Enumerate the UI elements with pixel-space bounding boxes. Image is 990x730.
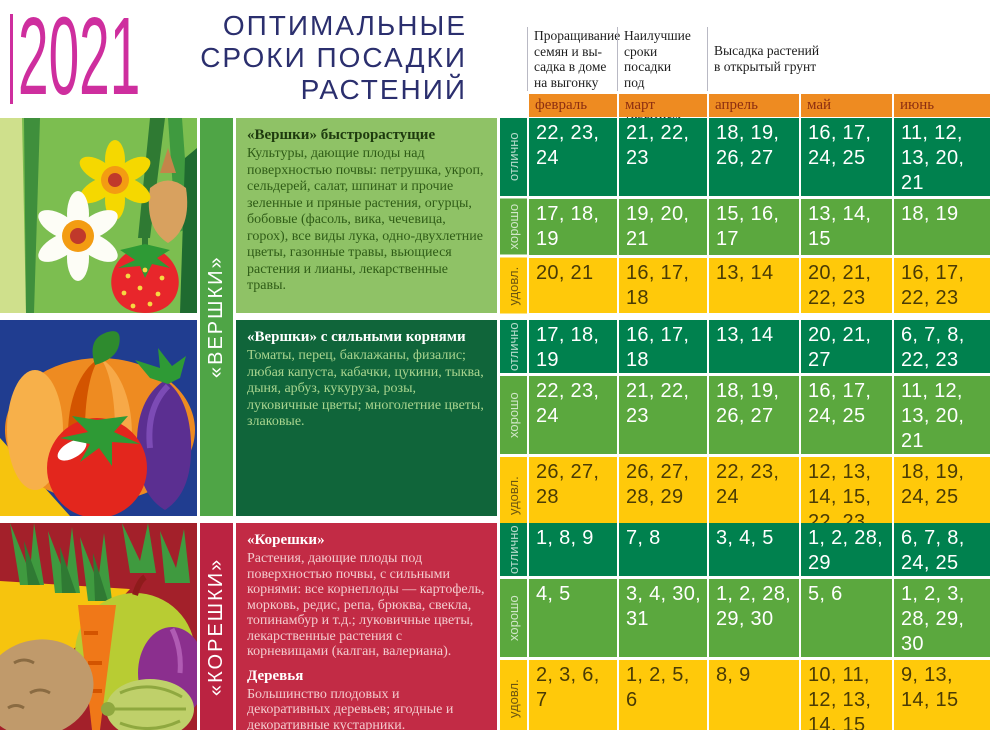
dates-cell: 10, 11, 12, 13, 14, 15 (801, 660, 892, 730)
dates-cell: 3, 4, 30, 31 (619, 579, 707, 657)
table-row: отлично 17, 18, 19 16, 17, 18 13, 14 20,… (500, 320, 990, 373)
dates-cell: 16, 17, 18 (619, 320, 707, 373)
grade-label-fair: удовл. (500, 257, 527, 313)
illustration-daffodils-strawberry (0, 118, 197, 313)
month-may: май (801, 94, 892, 117)
dates-cell: 18, 19 (894, 199, 990, 255)
table-row: удовл. 2, 3, 6, 7 1, 2, 5, 6 8, 9 10, 11… (500, 660, 990, 730)
table-section-tops-strong-roots: отлично 17, 18, 19 16, 17, 18 13, 14 20,… (500, 320, 990, 535)
title-line-3: РАСТЕНИЙ (300, 74, 467, 105)
section-body: Томаты, перец, баклажаны, физалис; любая… (247, 348, 484, 429)
section-body: Растения, дающие плоды под поверхностью … (247, 551, 485, 659)
dates-cell: 22, 23, 24 (709, 457, 799, 535)
dates-cell: 26, 27, 28 (529, 457, 617, 535)
dates-cell: 18, 19, 24, 25 (894, 457, 990, 535)
legend: Проращивание семян и вы- садка в доме на… (527, 27, 917, 121)
dates-cell: 20, 21, 22, 23 (801, 257, 892, 313)
section-body: Культуры, дающие плоды над поверхностью … (247, 146, 484, 293)
dates-cell: 13, 14 (709, 320, 799, 373)
legend-open-ground: Высадка растений в открытый грунт (707, 27, 917, 91)
dates-cell: 1, 8, 9 (529, 523, 617, 576)
dates-cell: 16, 17, 24, 25 (801, 376, 892, 454)
dates-cell: 5, 6 (801, 579, 892, 657)
dates-cell: 20, 21 (529, 257, 617, 313)
dates-cell: 13, 14, 15 (801, 199, 892, 255)
dates-cell: 1, 2, 3, 28, 29, 30 (894, 579, 990, 657)
dates-cell: 1, 2, 28, 29, 30 (709, 579, 799, 657)
section-heading: «Корешки» (247, 532, 325, 548)
dates-cell: 17, 18, 19 (529, 199, 617, 255)
grade-label-excellent: отлично (500, 320, 527, 373)
dates-cell: 7, 8 (619, 523, 707, 576)
dates-cell: 15, 16, 17 (709, 199, 799, 255)
month-june: июнь (894, 94, 990, 117)
grade-label-good: хорошо (500, 376, 527, 454)
title-line-2: СРОКИ ПОСАДКИ (200, 42, 467, 73)
dates-cell: 16, 17, 18 (619, 257, 707, 313)
table-row: хорошо 17, 18, 19 19, 20, 21 15, 16, 17 … (500, 199, 990, 255)
year: 2021 (18, 0, 141, 118)
dates-cell: 1, 2, 28, 29 (801, 523, 892, 576)
dates-cell: 3, 4, 5 (709, 523, 799, 576)
dates-cell: 19, 20, 21 (619, 199, 707, 255)
table-row: удовл. 26, 27, 28 26, 27, 28, 29 22, 23,… (500, 457, 990, 535)
section-heading: «Вершки» быстрорастущие (247, 127, 436, 143)
dates-cell: 6, 7, 8, 24, 25 (894, 523, 990, 576)
page-title: ОПТИМАЛЬНЫЕ СРОКИ ПОСАДКИ РАСТЕНИЙ (155, 10, 467, 106)
section-heading: «Вершки» с сильными корнями (247, 329, 466, 345)
table-row: хорошо 22, 23, 24 21, 22, 23 18, 19, 26,… (500, 376, 990, 454)
section-tops-strong-roots-description: «Вершки» с сильными корнями Томаты, пере… (236, 320, 497, 516)
illustration-root-vegetables (0, 523, 197, 730)
dates-cell: 11, 12, 13, 20, 21 (894, 118, 990, 196)
table-row: отлично 1, 8, 9 7, 8 3, 4, 5 1, 2, 28, 2… (500, 523, 990, 576)
month-header-row: февраль март апрель май июнь (529, 94, 990, 117)
dates-cell: 6, 7, 8, 22, 23 (894, 320, 990, 373)
illustration-pumpkin-eggplant-tomato (0, 320, 197, 516)
table-section-roots: отлично 1, 8, 9 7, 8 3, 4, 5 1, 2, 28, 2… (500, 523, 990, 730)
dates-cell: 1, 2, 5, 6 (619, 660, 707, 730)
section-heading-trees: Деревья (247, 667, 304, 684)
grade-label-fair: удовл. (500, 660, 527, 730)
section-body-trees: Большинство плодовых и декоративных дере… (247, 686, 454, 730)
dates-cell: 11, 12, 13, 20, 21 (894, 376, 990, 454)
table-row: хорошо 4, 5 3, 4, 30, 31 1, 2, 28, 29, 3… (500, 579, 990, 657)
table-section-tops-fast: отлично 22, 23, 24 21, 22, 23 18, 19, 26… (500, 118, 990, 313)
grade-label-excellent: отлично (500, 118, 527, 196)
month-february: февраль (529, 94, 617, 117)
dates-cell: 18, 19, 26, 27 (709, 118, 799, 196)
month-april: апрель (709, 94, 799, 117)
dates-cell: 2, 3, 6, 7 (529, 660, 617, 730)
group-label-roots: «КОРЕШКИ» (200, 523, 233, 730)
dates-cell: 21, 22, 23 (619, 118, 707, 196)
section-tops-fast-description: «Вершки» быстрорастущие Культуры, дающие… (236, 118, 497, 313)
legend-indoor-sowing: Проращивание семян и вы- садка в доме на… (527, 27, 620, 91)
table-row: удовл. 20, 21 16, 17, 18 13, 14 20, 21, … (500, 257, 990, 313)
dates-cell: 9, 13, 14, 15 (894, 660, 990, 730)
dates-cell: 22, 23, 24 (529, 376, 617, 454)
dates-cell: 20, 21, 27 (801, 320, 892, 373)
grade-label-excellent: отлично (500, 523, 527, 576)
dates-cell: 16, 17, 24, 25 (801, 118, 892, 196)
dates-cell: 4, 5 (529, 579, 617, 657)
dates-cell: 22, 23, 24 (529, 118, 617, 196)
year-accent-line (10, 14, 13, 104)
dates-cell: 21, 22, 23 (619, 376, 707, 454)
table-row: отлично 22, 23, 24 21, 22, 23 18, 19, 26… (500, 118, 990, 196)
dates-cell: 18, 19, 26, 27 (709, 376, 799, 454)
grade-label-good: хорошо (500, 579, 527, 657)
dates-cell: 13, 14 (709, 257, 799, 313)
grade-label-good: хорошо (500, 199, 527, 255)
group-label-tops: «ВЕРШКИ» (200, 118, 233, 516)
month-march: март (619, 94, 707, 117)
dates-cell: 8, 9 (709, 660, 799, 730)
title-line-1: ОПТИМАЛЬНЫЕ (222, 10, 467, 41)
dates-cell: 17, 18, 19 (529, 320, 617, 373)
dates-cell: 16, 17, 22, 23 (894, 257, 990, 313)
dates-cell: 26, 27, 28, 29 (619, 457, 707, 535)
legend-film-cover: Наилучшие сроки посадки под пленочным ук… (617, 27, 707, 121)
section-roots-description: «Корешки» Растения, дающие плоды под пов… (236, 523, 497, 730)
dates-cell: 12, 13, 14, 15, 22, 23 (801, 457, 892, 535)
